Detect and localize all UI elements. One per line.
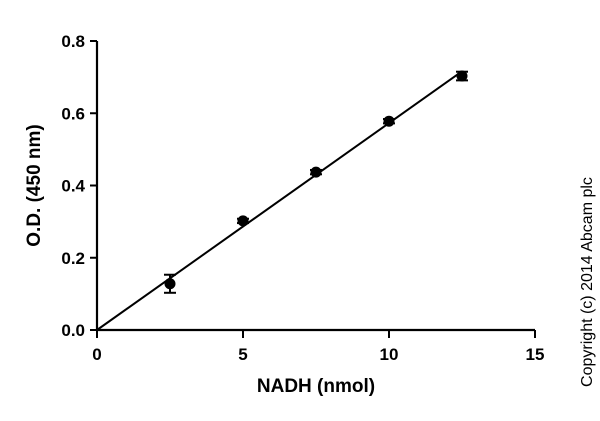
x-axis-title: NADH (nmol) [257,376,375,397]
point-marker [383,115,395,127]
y-axis-title: O.D. (450 nm) [24,124,45,246]
x-tick-label: 10 [380,345,399,364]
x-ticks: 0 5 10 15 [92,330,544,364]
x-tick-label: 15 [526,345,545,364]
point-marker [456,70,468,82]
y-tick-label: 0.2 [61,249,85,268]
fit-line [96,70,463,331]
data-point [237,215,249,227]
x-tick-label: 5 [238,345,247,364]
data-point [164,273,176,294]
plot-area [96,70,468,331]
y-tick-label: 0.8 [61,32,85,51]
data-point [383,115,395,127]
x-tick-label: 0 [92,345,101,364]
point-marker [310,166,322,178]
y-tick-label: 0.4 [61,177,85,196]
point-marker [237,215,249,227]
axes [95,41,535,332]
y-ticks: 0.0 0.2 0.4 0.6 0.8 [61,32,97,340]
data-point [310,166,322,178]
y-tick-label: 0.0 [61,321,85,340]
data-point [456,70,468,82]
point-marker [164,278,176,290]
copyright-annotation: Copyright (c) 2014 Abcam plc [579,177,596,387]
y-tick-label: 0.6 [61,104,85,123]
